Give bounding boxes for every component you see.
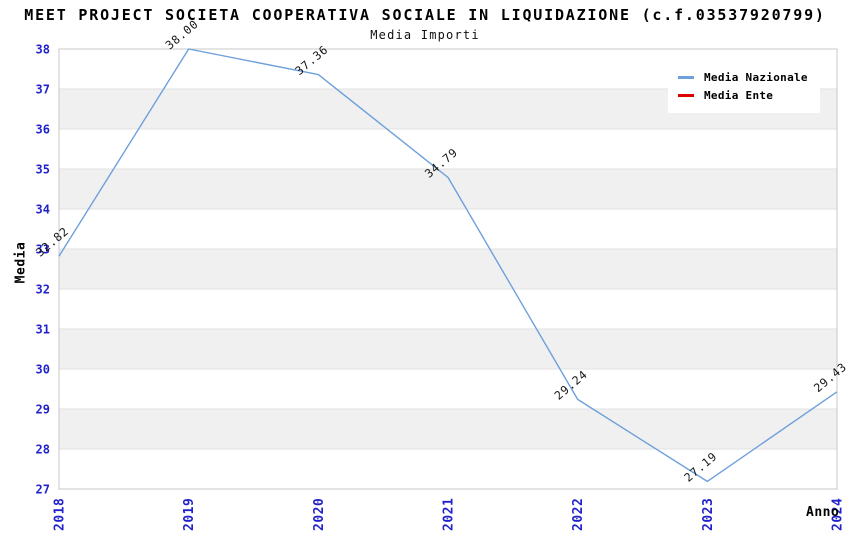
y-tick-label: 36	[36, 123, 50, 137]
point-value-label: 38.00	[163, 17, 202, 53]
x-tick-label: 2019	[182, 498, 197, 531]
chart-title: MEET PROJECT SOCIETA COOPERATIVA SOCIALE…	[24, 6, 826, 24]
x-tick-label: 2018	[53, 498, 68, 531]
plot-border	[58, 48, 838, 490]
grid-band	[59, 129, 837, 169]
y-tick-label: 33	[36, 243, 50, 257]
legend-item-media-nazionale: Media Nazionale	[678, 70, 820, 85]
grid-band	[59, 409, 837, 449]
legend-label-nazionale: Media Nazionale	[704, 71, 808, 84]
y-tick-label: 37	[36, 83, 50, 97]
y-tick-label: 31	[36, 323, 50, 337]
legend-item-media-ente: Media Ente	[678, 88, 820, 103]
y-tick-label: 32	[36, 283, 50, 297]
grid-band	[59, 449, 837, 489]
legend: Media Nazionale Media Ente	[668, 60, 820, 113]
grid-band	[59, 169, 837, 209]
grid-band	[59, 209, 837, 249]
x-tick-label: 2023	[701, 498, 716, 531]
y-axis-title: Media	[13, 241, 29, 284]
x-tick-label: 2022	[571, 498, 586, 531]
grid-band	[59, 289, 837, 329]
legend-line-marker-nazionale	[678, 76, 694, 79]
chart-subtitle: Media Importi	[370, 28, 480, 42]
grid-band	[59, 369, 837, 409]
x-tick-label: 2024	[831, 498, 846, 531]
legend-label-ente: Media Ente	[704, 89, 774, 102]
x-axis-title: Anno	[806, 505, 840, 520]
y-tick-label: 38	[36, 43, 50, 57]
y-tick-label: 27	[36, 483, 50, 497]
grid-band	[59, 249, 837, 289]
y-tick-label: 35	[36, 163, 50, 177]
series-line-media-nazionale	[58, 48, 838, 483]
legend-line-marker-ente	[678, 94, 694, 97]
x-tick-label: 2021	[442, 498, 457, 531]
grid-band	[59, 329, 837, 369]
y-tick-label: 34	[36, 203, 50, 217]
y-tick-label: 30	[36, 363, 50, 377]
y-tick-label: 28	[36, 443, 50, 457]
x-tick-label: 2020	[312, 498, 327, 531]
y-tick-label: 29	[36, 403, 50, 417]
